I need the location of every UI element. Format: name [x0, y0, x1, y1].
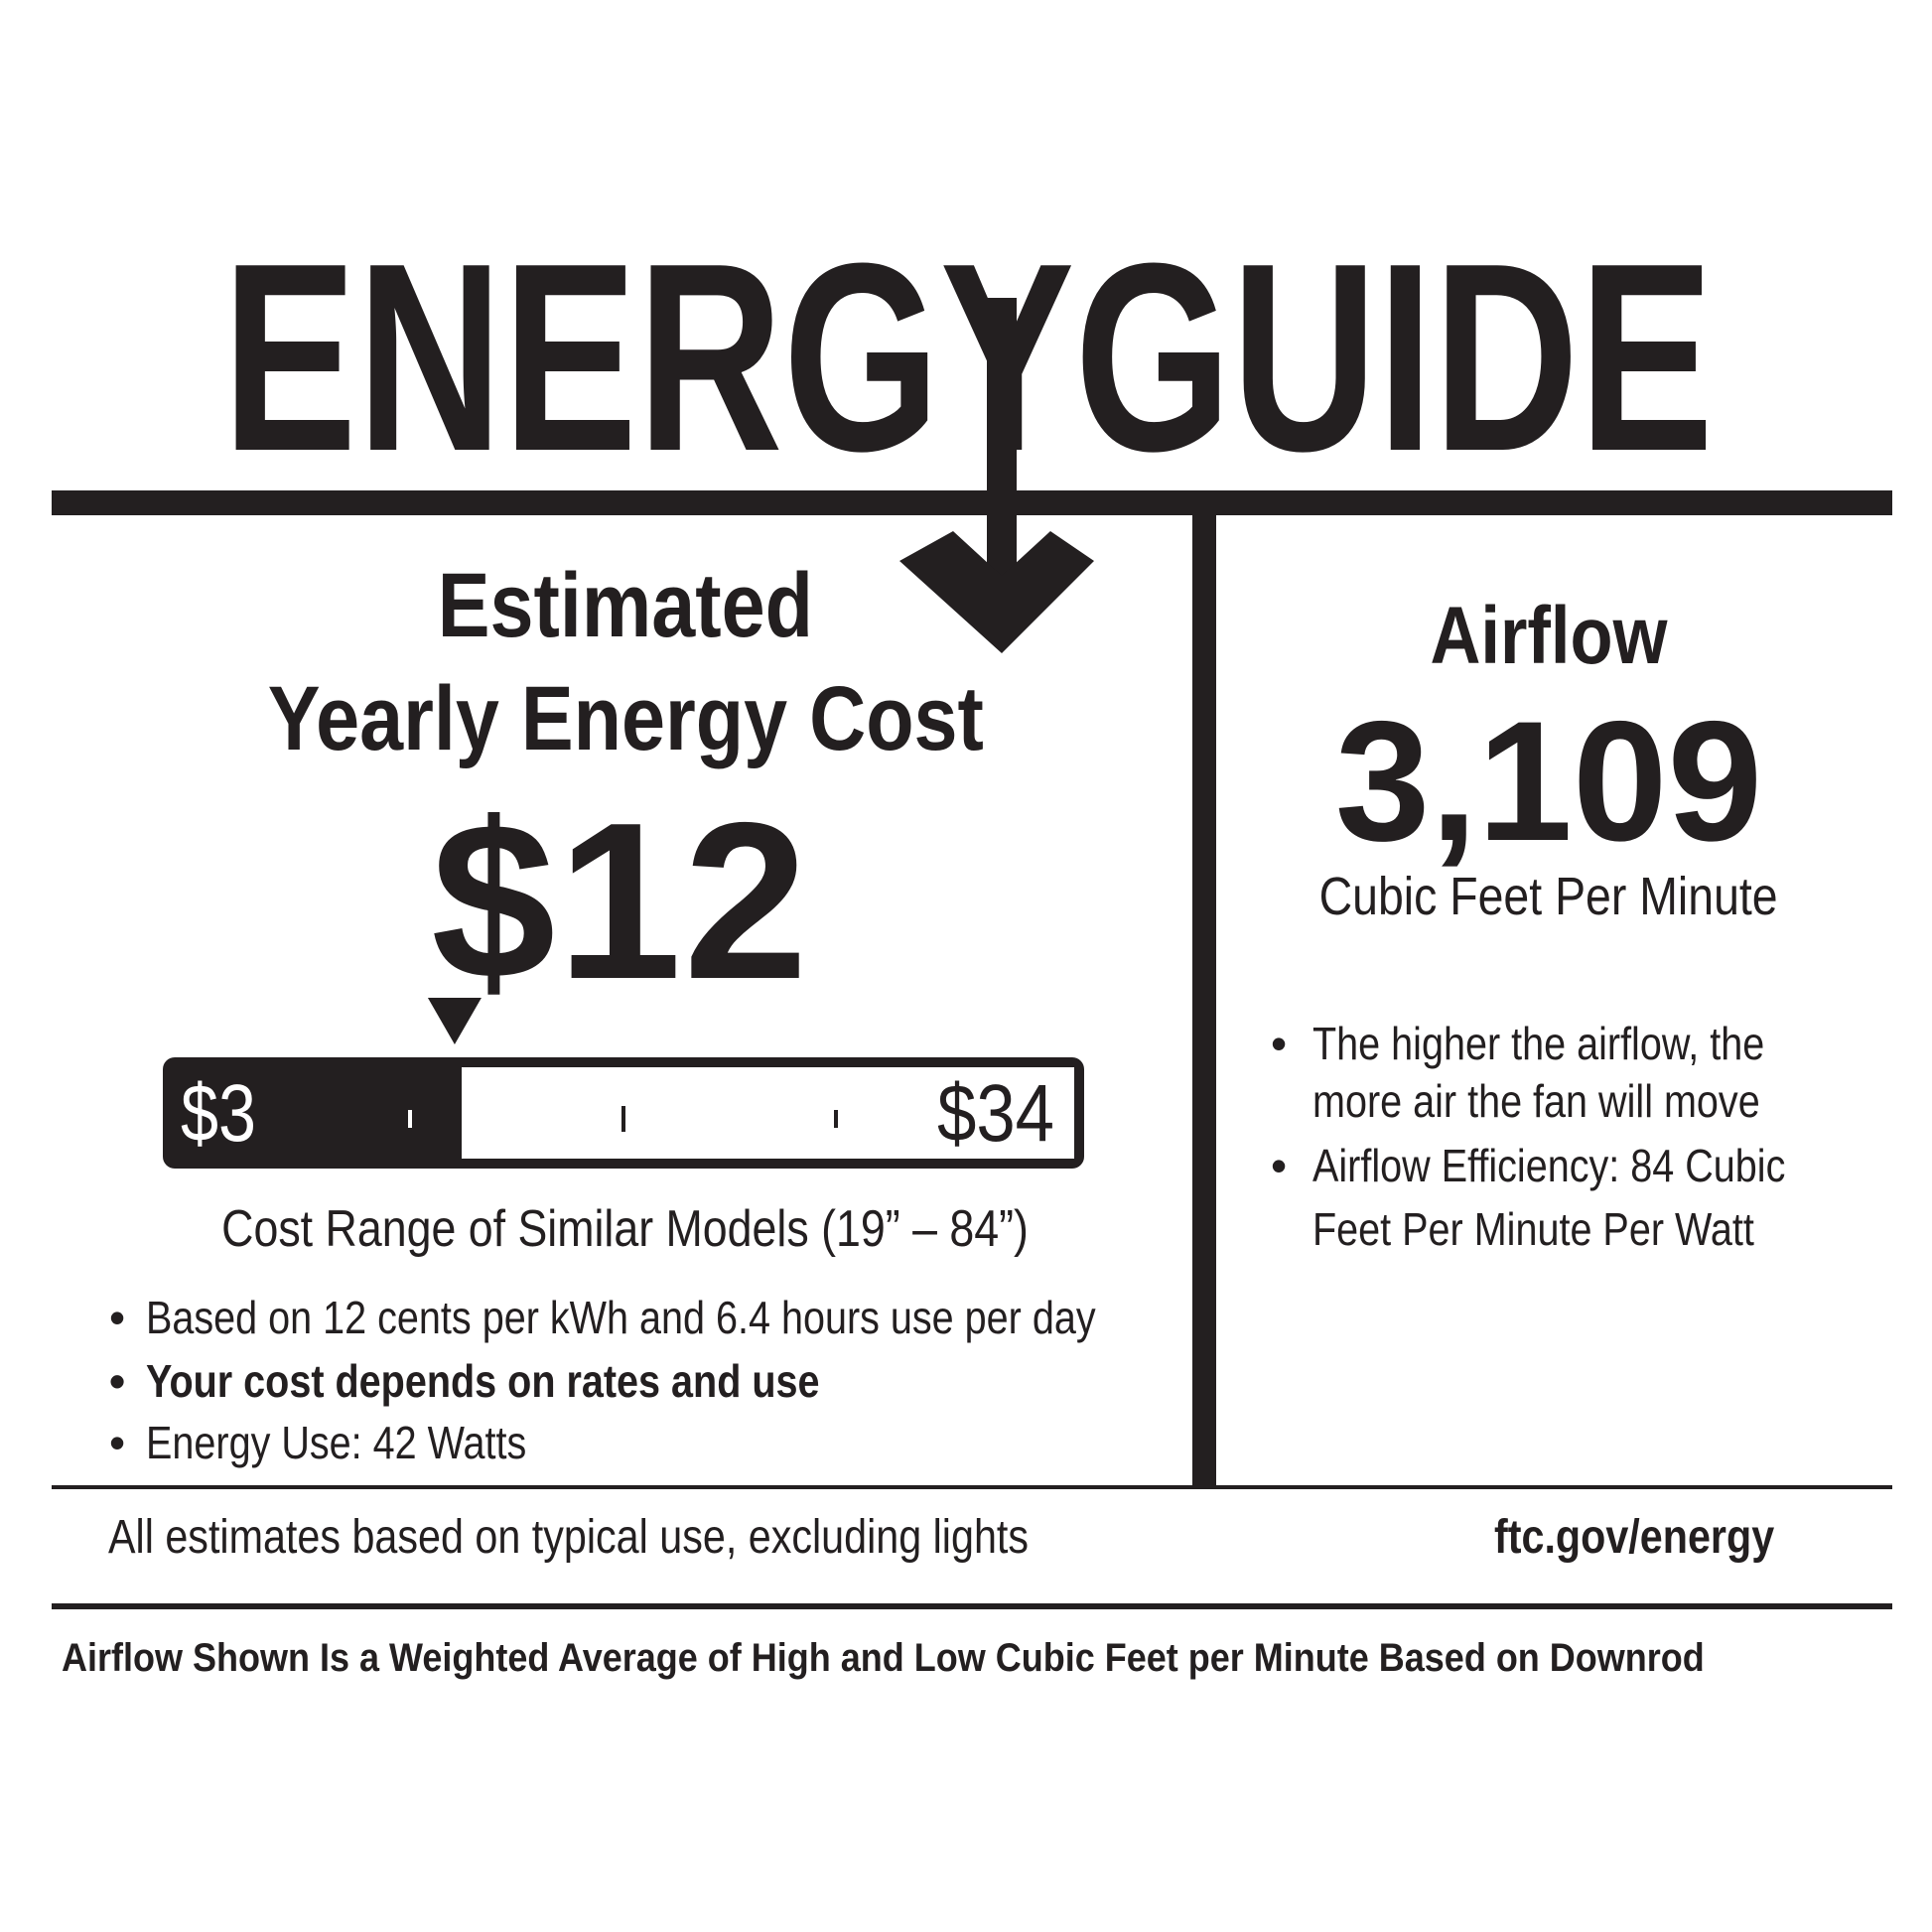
column-divider [1192, 515, 1216, 1487]
bullet-line: Feet Per Minute Per Watt [1312, 1203, 1754, 1255]
cost-range-caption: Cost Range of Similar Models (19” – 84”) [99, 1199, 1152, 1259]
airflow-heading-text: Airflow [1430, 591, 1668, 681]
bullet-icon: • [1271, 1140, 1288, 1191]
airflow-unit: Cubic Feet Per Minute [1251, 866, 1847, 927]
bullet-text: The higher the airflow, the more air the… [1312, 1015, 1764, 1130]
bullet-icon: • [109, 1355, 126, 1407]
bullet-text: Airflow Efficiency: 84 Cubic Feet Per Mi… [1312, 1134, 1785, 1261]
bullet-text: Based on 12 cents per kWh and 6.4 hours … [146, 1292, 1096, 1343]
ftc-link[interactable]: ftc.gov/energy [1494, 1510, 1820, 1565]
heading-estimated: Estimated [240, 554, 1011, 658]
bullet-icon: • [109, 1417, 126, 1468]
bullet-line: more air the fan will move [1312, 1075, 1760, 1127]
heading-yearly-energy-cost: Yearly Energy Cost [149, 667, 1102, 771]
cost-range-caption-text: Cost Range of Similar Models (19” – 84”) [221, 1200, 1030, 1258]
down-arrow-icon [899, 531, 1094, 653]
airflow-value: 3,109 [1334, 686, 1763, 877]
scale-min-label: $3 [181, 1068, 256, 1159]
bullet-text: Energy Use: 42 Watts [146, 1417, 527, 1468]
airflow-disclaimer-text: Airflow Shown Is a Weighted Average of H… [62, 1636, 1705, 1680]
top-divider [52, 490, 1892, 515]
footer-note: All estimates based on typical use, excl… [108, 1510, 1178, 1565]
value-marker-icon [427, 998, 482, 1044]
airflow-unit-text: Cubic Feet Per Minute [1318, 867, 1779, 926]
heading-estimated-text: Estimated [437, 555, 814, 656]
bullet-text: Your cost depends on rates and use [146, 1355, 820, 1407]
energyguide-title: ENERGYGUIDE [222, 208, 1714, 653]
scale-max-label: $34 [937, 1068, 1054, 1159]
heading-yearly-text: Yearly Energy Cost [267, 668, 984, 769]
bullet-icon: • [1271, 1018, 1288, 1069]
ftc-link-text[interactable]: ftc.gov/energy [1494, 1511, 1775, 1564]
scale-tick [408, 1110, 412, 1128]
scale-tick [621, 1106, 625, 1132]
scale-bar-white-area [462, 1067, 1074, 1159]
footer-divider [52, 1485, 1892, 1489]
disclaimer-divider [52, 1603, 1892, 1609]
yearly-cost-value: $12 [431, 775, 810, 1026]
footer-note-text: All estimates based on typical use, excl… [108, 1511, 1030, 1564]
airflow-heading: Airflow [1251, 590, 1847, 683]
bullet-line: The higher the airflow, the [1312, 1018, 1765, 1069]
scale-tick [834, 1110, 838, 1128]
arrow-stem [987, 298, 1017, 616]
cost-range-scale: $3 $34 [163, 998, 1084, 1169]
bullet-line: Airflow Efficiency: 84 Cubic [1312, 1140, 1786, 1191]
energyguide-title-text: ENERGYGUIDE [222, 208, 1714, 507]
airflow-disclaimer: Airflow Shown Is a Weighted Average of H… [62, 1636, 1887, 1681]
bullet-icon: • [109, 1292, 126, 1343]
